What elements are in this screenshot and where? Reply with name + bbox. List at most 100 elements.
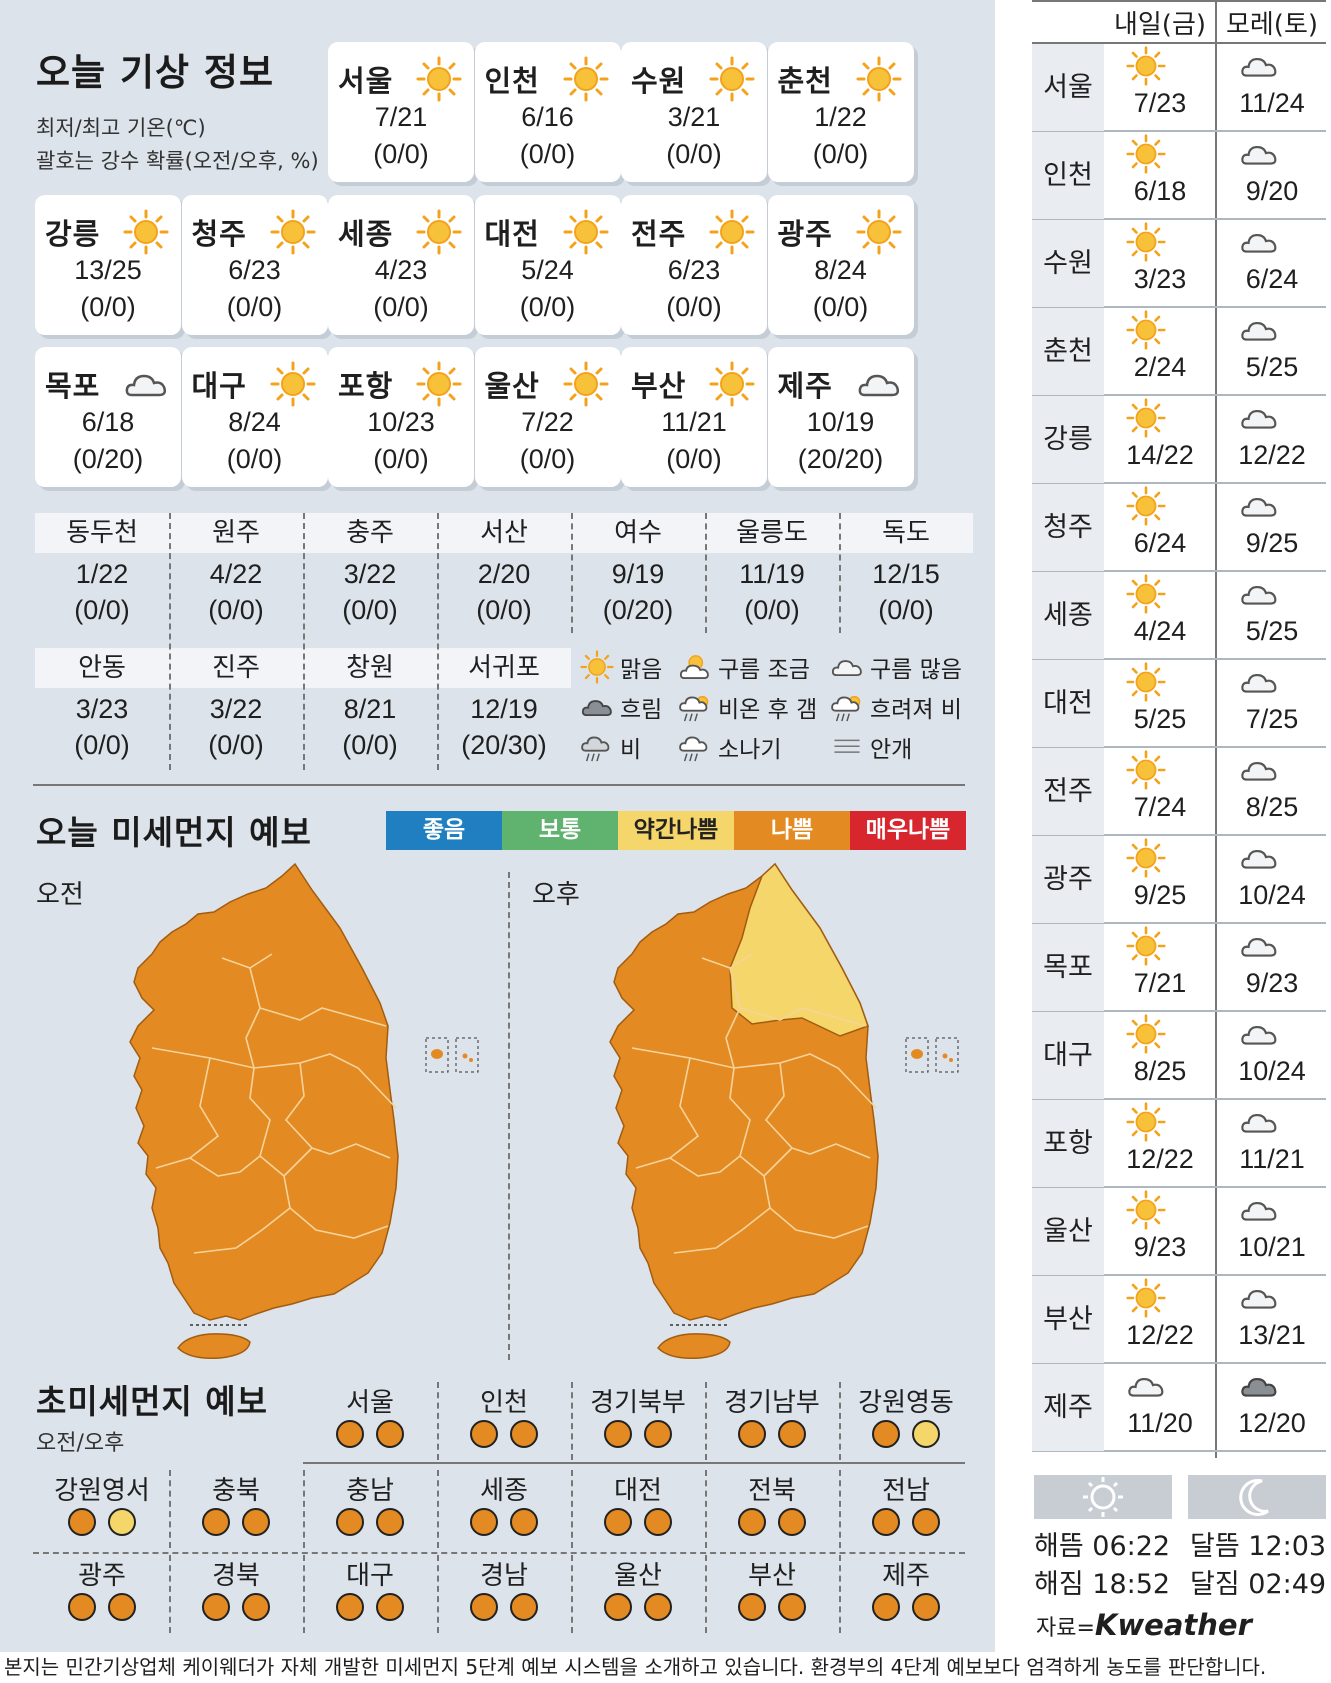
pm25-region: 전남 — [839, 1470, 973, 1536]
table-divider — [571, 513, 573, 633]
table-divider — [303, 513, 305, 770]
forecast-row: 대전 5/25 7/25 — [1032, 660, 1326, 748]
city-rain-prob: (0/0) — [373, 139, 429, 169]
sun-icon — [1124, 1014, 1168, 1054]
province-border — [245, 967, 261, 1069]
shower-icon — [676, 730, 714, 764]
province-border — [729, 1067, 751, 1157]
small-city: 울릉도 11/19 (0/0) — [705, 513, 839, 628]
city-card: 수원 3/21 (0/0) — [621, 42, 767, 182]
forecast-day2-temp: 5/25 — [1245, 616, 1299, 646]
pm25-region-name: 제주 — [882, 1561, 930, 1591]
cloud-icon — [828, 650, 866, 684]
city-temp: 7/22 — [521, 407, 574, 437]
forecast-day1-temp: 11/20 — [1127, 1408, 1193, 1438]
legend-label: 구름 조금 — [718, 657, 810, 683]
small-city-name: 서산 — [437, 513, 571, 553]
sun-icon — [1124, 310, 1168, 350]
forecast-city: 대구 — [1032, 1012, 1104, 1099]
page-title: 오늘 기상 정보 — [36, 51, 275, 94]
city-card: 강릉 13/25 (0/0) — [35, 195, 181, 335]
moonset: 달짐 02:49 — [1190, 1569, 1327, 1600]
city-rain-prob: (0/0) — [812, 139, 869, 169]
source-prefix: 자료= — [1036, 1616, 1095, 1641]
forecast-row: 부산 12/22 13/21 — [1032, 1276, 1326, 1364]
small-city: 창원 8/21 (0/0) — [303, 648, 437, 763]
pm25-region-name: 대구 — [346, 1561, 394, 1591]
forecast-day2-temp: 9/23 — [1245, 968, 1299, 998]
pm25-title: 초미세먼지 예보 — [36, 1382, 269, 1421]
city-name: 대전 — [484, 217, 540, 251]
province-border — [259, 1007, 387, 1027]
pm25-divider — [705, 1555, 707, 1633]
forecast-day2-temp: 10/24 — [1238, 880, 1306, 910]
sun-icon — [709, 56, 755, 102]
small-city-rain: (0/0) — [744, 595, 800, 625]
small-city: 충주 3/22 (0/0) — [303, 513, 437, 628]
forecast-row: 세종 4/24 5/25 — [1032, 572, 1326, 660]
pm25-region-name: 전북 — [748, 1476, 796, 1506]
pm25-divider — [705, 1470, 707, 1548]
city-card: 목포 6/18 (0/20) — [35, 347, 181, 487]
pm25-am-dot — [470, 1593, 498, 1621]
city-temp: 7/21 — [374, 102, 428, 132]
pm25-am-dot — [872, 1508, 900, 1536]
pm25-divider — [303, 1470, 305, 1548]
forecast-row: 목포 7/21 9/23 — [1032, 924, 1326, 1012]
sun-icon — [856, 209, 902, 255]
forecast-city: 광주 — [1032, 836, 1104, 923]
pm25-divider — [839, 1470, 841, 1548]
small-city-temp: 4/22 — [209, 559, 263, 589]
dokdo-island — [949, 1058, 953, 1062]
cloud-icon — [123, 361, 169, 407]
city-temp: 6/23 — [667, 255, 721, 285]
forecast-day2-temp: 11/24 — [1239, 88, 1305, 118]
jeju-island — [657, 1333, 731, 1360]
small-city-rain: (0/0) — [208, 730, 264, 760]
kweather-logo: Kweather — [1094, 1608, 1252, 1642]
legend-label: 비 — [620, 737, 642, 763]
pm25-region-name: 서울 — [346, 1388, 394, 1418]
pm25-pm-dot — [376, 1593, 404, 1621]
legend-item: 구름 조금 — [676, 650, 810, 684]
small-city: 진주 3/22 (0/0) — [169, 648, 303, 763]
small-city-rain: (0/0) — [342, 595, 398, 625]
sun-icon — [416, 361, 462, 407]
pm25-caption: 오전/오후 — [36, 1431, 125, 1456]
forecast-day2-temp: 6/24 — [1245, 264, 1299, 294]
pm25-region: 강원영서 — [35, 1470, 169, 1536]
cloud-icon — [1237, 1278, 1281, 1318]
legend-item: 구름 많음 — [828, 650, 962, 684]
legend-label: 맑음 — [620, 657, 663, 683]
small-city-rain: (0/20) — [602, 595, 674, 625]
forecast-row: 춘천 2/24 5/25 — [1032, 308, 1326, 396]
pm-label: 오후 — [532, 880, 580, 910]
city-card: 광주 8/24 (0/0) — [767, 195, 914, 335]
pm25-pm-dot — [778, 1420, 806, 1448]
pm25-region: 대전 — [571, 1470, 705, 1536]
pm25-divider — [571, 1555, 573, 1633]
pm25-am-dot — [604, 1420, 632, 1448]
cloud-icon — [1237, 662, 1281, 702]
forecast-city: 서울 — [1032, 44, 1104, 131]
province-border — [763, 1175, 869, 1239]
pm25-region: 울산 — [571, 1555, 705, 1621]
table-divider — [705, 513, 707, 633]
city-card: 울산 7/22 (0/0) — [474, 347, 621, 487]
forecast-row: 대구 8/25 10/24 — [1032, 1012, 1326, 1100]
pm25-am-dot — [336, 1508, 364, 1536]
forecast-day2-temp: 10/24 — [1238, 1056, 1306, 1086]
legend-item: 비 — [578, 730, 641, 764]
forecast-day2-temp: 13/21 — [1238, 1320, 1306, 1350]
pm25-pm-dot — [510, 1420, 538, 1448]
pm25-divider — [705, 1382, 707, 1460]
province-border — [635, 1057, 700, 1169]
city-rain-prob: (0/0) — [373, 444, 429, 474]
map-divider — [508, 872, 510, 1360]
small-city: 독도 12/15 (0/0) — [839, 513, 973, 628]
small-city-temp: 3/22 — [209, 694, 263, 724]
forecast-row: 제주 11/20 12/20 — [1032, 1364, 1326, 1452]
city-rain-prob: (0/20) — [72, 444, 144, 474]
korea-map-am — [129, 862, 479, 1360]
province-border — [193, 1207, 291, 1254]
